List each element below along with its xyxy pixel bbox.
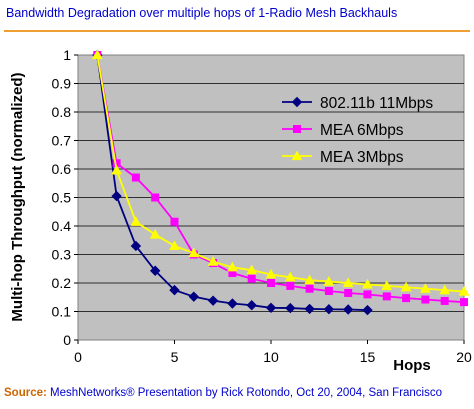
diamond-marker (362, 304, 373, 316)
legend-entry: MEA 3Mbps (282, 149, 404, 166)
diamond-marker (304, 303, 315, 315)
triangle-marker (291, 150, 303, 161)
y-tick-label: 0.6 (52, 161, 72, 177)
source-footer: Source: MeshNetworks® Presentation by Ri… (4, 387, 470, 399)
triangle-marker (207, 256, 219, 266)
triangle-marker (458, 286, 470, 296)
triangle-marker (188, 247, 200, 258)
x-axis-label: Hops (393, 357, 431, 374)
triangle-marker (420, 283, 431, 293)
square-marker (247, 274, 256, 283)
x-tick-label: 0 (74, 349, 82, 365)
x-tick-label: 20 (456, 349, 472, 365)
series-diamond (92, 49, 373, 316)
diamond-marker (169, 284, 180, 296)
legend-label: MEA 3Mbps (320, 149, 404, 166)
legend-entry: 802.11b 11Mbps (282, 95, 433, 112)
source-text: MeshNetworks® Presentation by Rick Roton… (46, 387, 443, 399)
triangle-marker (227, 261, 238, 272)
throughput-chart: 00.10.20.30.40.50.60.70.80.910 5 10 15 20 80… (9, 47, 472, 374)
square-marker (344, 288, 353, 297)
y-tick-label: 0.9 (52, 76, 72, 92)
square-marker (324, 286, 333, 295)
y-tick-label: 0.5 (52, 190, 72, 206)
triangle-marker (439, 284, 451, 295)
title-underline (4, 30, 470, 32)
y-axis-label: Multi-hop Throughput (normalized) (9, 72, 26, 321)
y-tick-label: 0.7 (52, 133, 72, 149)
y-tick-label: 0.3 (52, 247, 72, 263)
triangle-marker (284, 271, 296, 282)
y-tick-label: 0.1 (52, 304, 72, 320)
axes: 00.10.20.30.40.50.60.70.80.910 5 10 15 20 (52, 47, 472, 365)
square-marker (402, 294, 411, 303)
diamond-marker (111, 190, 122, 202)
square-marker (440, 296, 449, 305)
square-marker (382, 292, 391, 301)
diamond-marker (149, 265, 161, 276)
triangle-marker (91, 49, 103, 60)
triangle-marker (169, 240, 180, 251)
diamond-marker (285, 302, 296, 314)
square-marker (293, 125, 301, 133)
triangle-marker (304, 274, 315, 285)
legend-label: 802.11b 11Mbps (320, 95, 433, 112)
diamond-marker (342, 304, 354, 315)
diamond-marker (227, 298, 238, 309)
diamond-marker (291, 96, 303, 108)
diamond-marker (323, 304, 335, 315)
triangle-marker (149, 229, 161, 239)
triangle-marker (130, 216, 142, 226)
y-tick-label: 0.2 (52, 275, 72, 291)
y-tick-label: 0.8 (52, 104, 72, 120)
triangle-marker (246, 264, 258, 275)
triangle-marker (111, 164, 122, 175)
series-layer (91, 49, 470, 316)
square-marker (151, 193, 160, 202)
square-marker (267, 279, 275, 287)
square-marker (363, 290, 372, 299)
legend-entry: MEA 6Mbps (282, 122, 404, 139)
square-marker (170, 217, 179, 226)
triangle-marker (400, 281, 412, 292)
chart-title: Bandwidth Degradation over multiple hops… (6, 6, 398, 20)
square-marker (305, 284, 314, 293)
x-tick-label: 15 (360, 349, 376, 365)
series-triangle (91, 49, 470, 296)
y-tick-label: 0 (63, 332, 71, 348)
diamond-marker (188, 291, 200, 302)
diamond-marker (207, 295, 219, 306)
diamond-marker (265, 302, 277, 314)
square-marker (460, 298, 468, 307)
triangle-marker (265, 268, 277, 279)
triangle-marker (381, 280, 393, 290)
source-label: Source: (4, 387, 47, 399)
triangle-marker (362, 278, 373, 289)
y-tick-label: 1 (63, 47, 71, 63)
triangle-marker (342, 277, 354, 288)
square-marker (421, 295, 430, 304)
square-marker (131, 173, 140, 182)
x-tick-label: 10 (263, 349, 279, 365)
legend: 802.11b 11Mbps MEA 6Mbps MEA 3Mbps (282, 95, 433, 166)
triangle-marker (323, 276, 335, 286)
x-tick-label: 5 (171, 349, 179, 365)
diamond-marker (130, 240, 142, 252)
square-marker (286, 281, 295, 290)
diamond-marker (246, 300, 257, 311)
y-tick-label: 0.4 (52, 218, 72, 234)
legend-label: MEA 6Mbps (320, 122, 404, 139)
